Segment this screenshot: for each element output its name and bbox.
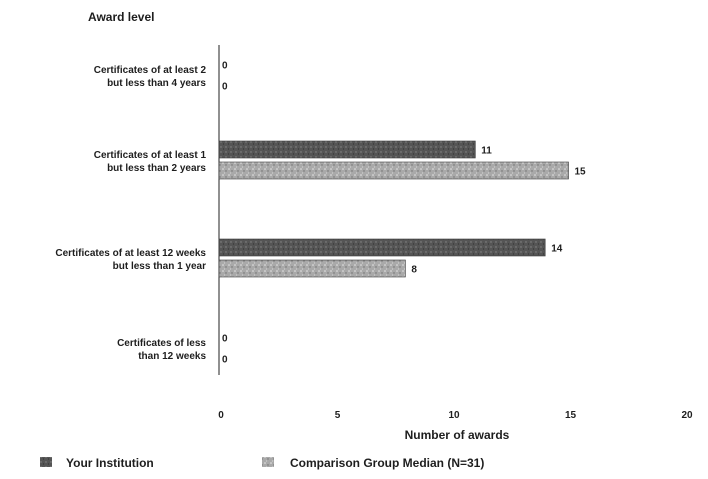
value-label-your-institution-3: 14 (551, 244, 563, 255)
x-tick-label-1: 0 (218, 410, 224, 421)
legend-label-comparison-median: Comparison Group Median (N=31) (290, 456, 484, 470)
bar-comparison-median-3 (218, 259, 406, 278)
legend-label-your-institution: Your Institution (66, 456, 154, 470)
bar-your-institution-2 (218, 140, 476, 159)
value-label-comparison-median-2: 15 (575, 167, 587, 178)
category-label-3-line-2: but less than 1 year (113, 261, 206, 272)
y-axis-title: Award level (88, 10, 154, 24)
x-tick-label-5: 20 (681, 410, 693, 421)
x-tick-label-4: 15 (565, 410, 577, 421)
legend: Your Institution Comparison Group Median… (40, 456, 484, 470)
category-label-2-line-1: Certificates of at least 1 (94, 150, 207, 161)
x-tick-label-2: 5 (335, 410, 341, 421)
category-label-1-line-1: Certificates of at least 2 (94, 65, 207, 76)
x-axis-title: Number of awards (405, 428, 510, 442)
value-label-comparison-median-4: 0 (222, 355, 228, 366)
value-label-your-institution-4: 0 (222, 334, 228, 345)
category-label-1-line-2: but less than 4 years (107, 78, 206, 89)
legend-item-your-institution: Your Institution (40, 456, 154, 470)
bar-your-institution-3 (218, 238, 546, 257)
legend-swatch-comparison-median (262, 457, 274, 467)
category-label-4-line-2: than 12 weeks (138, 351, 206, 362)
value-label-your-institution-2: 11 (481, 146, 492, 157)
value-label-your-institution-1: 0 (222, 61, 228, 72)
legend-item-comparison-median: Comparison Group Median (N=31) (262, 456, 484, 470)
category-label-4-line-1: Certificates of less (117, 338, 206, 349)
x-tick-label-3: 10 (448, 410, 460, 421)
category-label-3-line-1: Certificates of at least 12 weeks (55, 248, 206, 259)
bar-comparison-median-2 (218, 161, 569, 180)
category-label-2-line-2: but less than 2 years (107, 163, 206, 174)
value-label-comparison-median-1: 0 (222, 82, 228, 93)
value-label-comparison-median-3: 8 (411, 265, 417, 276)
legend-swatch-your-institution (40, 457, 52, 467)
